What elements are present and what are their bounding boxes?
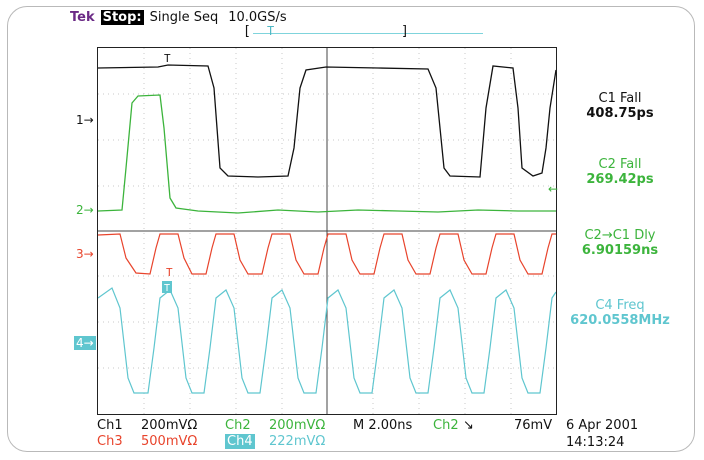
measurement-label: C1 Fall <box>598 91 642 106</box>
ch3-marker[interactable]: 3→ <box>76 247 94 261</box>
measurement-value: 269.42ps <box>586 172 654 187</box>
ch2-label[interactable]: Ch2 <box>225 418 251 433</box>
datetime-readout: 6 Apr 2001 14:13:24 <box>566 417 638 451</box>
measurement-label: C2 Fall <box>598 157 642 172</box>
measurement-c2-c1-delay: C2→C1 Dly 6.90159ns <box>560 228 680 258</box>
grid <box>98 48 556 414</box>
trigger-position-marker[interactable]: T <box>267 24 275 38</box>
measurement-c2-fall: C2 Fall 269.42ps <box>560 157 680 187</box>
ch1-label[interactable]: Ch1 <box>97 418 123 433</box>
ch3-label[interactable]: Ch3 <box>97 434 123 449</box>
trigger-source: Ch2 <box>433 418 459 433</box>
record-bracket-right: ] <box>401 24 409 39</box>
ch2-trigger-level-marker[interactable]: ← <box>548 182 559 196</box>
measurement-label: C4 Freq <box>595 298 645 313</box>
ch3-trigger-t: T <box>166 266 173 279</box>
measurement-c1-fall: C1 Fall 408.75ps <box>560 91 680 121</box>
record-line <box>253 33 483 34</box>
ch1-marker[interactable]: 1→ <box>76 113 94 127</box>
trigger-level: 76mV <box>514 418 553 433</box>
date-text: 6 Apr 2001 <box>566 418 639 433</box>
ch4-trigger-t: T <box>164 283 170 294</box>
ch4-scale: 222mVΩ <box>269 434 326 449</box>
ch3-waveform <box>97 233 556 275</box>
waveform-graticule: T T T <box>97 48 557 414</box>
trigger-position-bar[interactable]: [ T ] <box>243 24 483 42</box>
ch4-trigger-t-bg <box>162 281 172 293</box>
run-state-badge[interactable]: Stop: <box>100 9 144 25</box>
ch2-scale: 200mVΩ <box>269 418 326 433</box>
time-text: 14:13:24 <box>566 435 625 450</box>
ch1-scale: 200mVΩ <box>141 418 198 433</box>
center-axes <box>98 48 556 414</box>
ch1-waveform <box>97 64 557 178</box>
ch4-label[interactable]: Ch4 <box>225 434 255 449</box>
ch1-trigger-t: T <box>164 52 171 65</box>
ch4-marker[interactable]: 4→ <box>74 336 96 350</box>
record-bracket-left: [ <box>243 24 251 39</box>
measurement-label: C2→C1 Dly <box>584 228 656 243</box>
timebase: M 2.00ns <box>353 418 413 433</box>
ch4-waveform <box>97 287 557 394</box>
measurement-value: 620.0558MHz <box>570 313 670 328</box>
ch3-scale: 500mVΩ <box>141 434 198 449</box>
ch2-waveform <box>97 94 556 214</box>
brand-logo: Tek <box>70 9 95 25</box>
scope-display[interactable]: T T T <box>97 47 557 415</box>
trigger-slope-icon: ↘ <box>463 418 474 433</box>
measurement-c4-freq: C4 Freq 620.0558MHz <box>560 298 680 328</box>
measurement-value: 6.90159ns <box>581 243 659 258</box>
sample-rate: 10.0GS/s <box>228 9 287 25</box>
measurement-value: 408.75ps <box>586 106 654 121</box>
acquisition-mode: Single Seq <box>149 9 219 25</box>
ch2-marker[interactable]: 2→ <box>76 203 94 217</box>
status-bar: Tek Stop: Single Seq 10.0GS/s <box>70 8 287 26</box>
